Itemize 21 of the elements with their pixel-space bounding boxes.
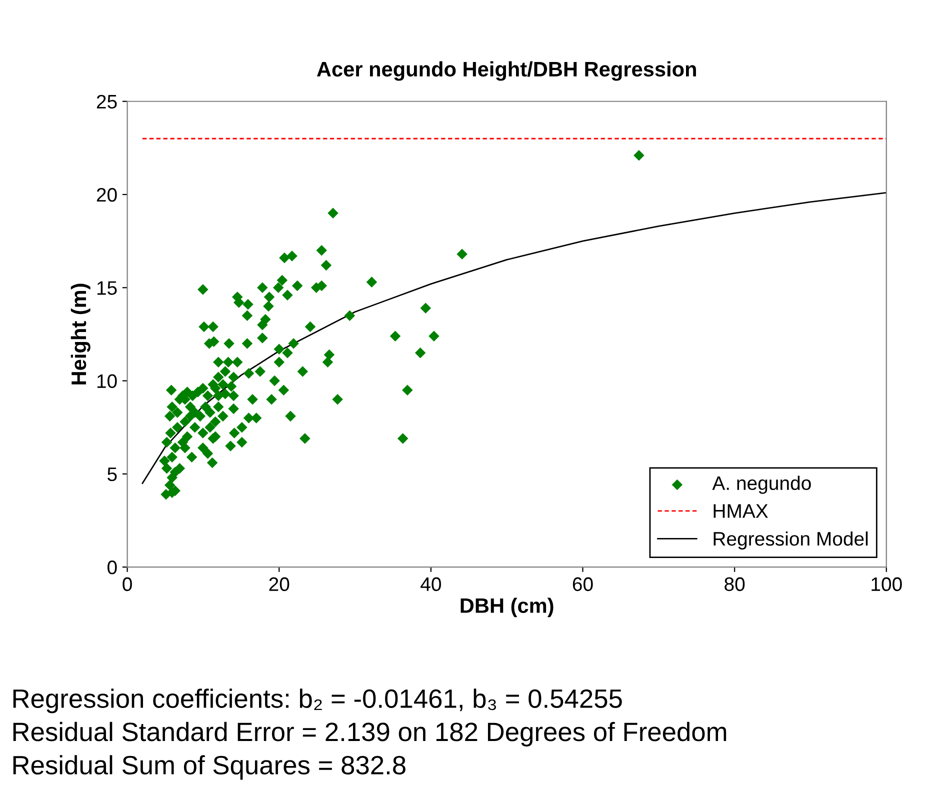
x-tick-label: 40 [420,577,441,592]
y-tick-label: 5 [108,468,117,482]
y-axis-title: Height (m) [70,284,90,384]
text: Residual Standard Error = 2.139 on 182 Degrees of Freedom [13,722,726,746]
x-tick-label: 80 [724,577,745,592]
y-tick-label: 15 [97,281,117,295]
legend-label: HMAX [714,504,768,518]
text: Residual Sum of Squares = 832.8 [13,755,406,780]
x-tick-label: 0 [122,577,132,592]
y-tick-label: 0 [108,560,117,574]
y-tick-label: 20 [96,188,117,202]
x-tick-label: 100 [872,577,902,592]
x-axis-title: DBH (cm) [460,598,554,618]
legend-label: A. negundo [712,476,811,494]
x-tick-label: 20 [269,577,290,592]
y-tick-label: 10 [97,374,117,388]
y-tick-label: 25 [96,94,117,109]
chart-title: Acer negundo Height/DBH Regression [316,61,696,81]
legend-label: Regression Model [714,531,868,550]
x-tick-label: 60 [572,577,593,592]
text: Regression coefficients: b₂ = -0.01461, b₃ = 0.54255 [13,688,622,714]
